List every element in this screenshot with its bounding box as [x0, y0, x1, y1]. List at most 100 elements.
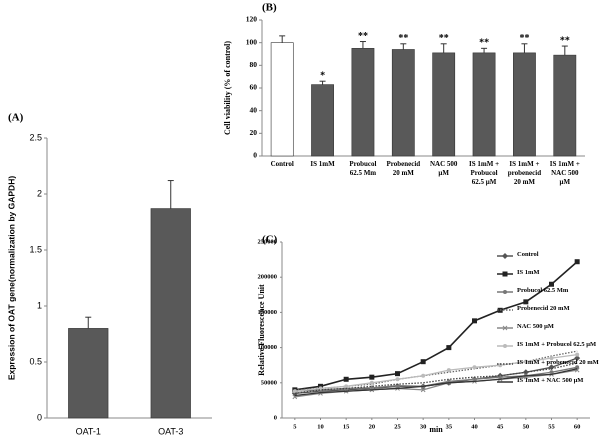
x-tick-label-box: IS 1mM + probenecid 20 mM	[507, 160, 542, 186]
legend-label: Control	[517, 251, 539, 258]
marker	[395, 377, 400, 382]
marker	[549, 281, 554, 287]
panel-label: (C)	[262, 234, 278, 246]
x-tick-label: 25	[394, 423, 401, 430]
marker	[420, 359, 426, 365]
legend-label-box: Probucol 62.5 Mm	[517, 287, 569, 294]
panel-label: (B)	[262, 2, 277, 14]
legend-label-box: IS 1mM + probenecid 20 mM	[517, 359, 599, 366]
x-tick-label-box: NAC 500 μM	[429, 160, 458, 177]
legend-marker	[502, 271, 508, 277]
bar	[270, 42, 294, 157]
marker	[369, 374, 375, 380]
significance-label: *	[320, 70, 325, 81]
series-line	[294, 368, 578, 397]
y-tick-label: 1	[37, 300, 42, 310]
legend-label: IS 1mM	[517, 269, 540, 276]
y-tick-label: 1.5	[29, 244, 42, 254]
x-tick-label: NAC 500 μM	[429, 160, 458, 177]
x-tick-label: OAT-1	[76, 426, 101, 435]
x-tick-label: 60	[574, 423, 581, 430]
bar	[432, 52, 456, 157]
x-tick-label: 50	[523, 423, 530, 430]
significance-label: **	[519, 33, 529, 44]
y-tick-label: 120	[246, 15, 258, 24]
legend-label: IS 1mM + probenecid 20 mM	[517, 359, 599, 366]
legend-label: Probenecid 20 mM	[517, 305, 570, 312]
legend-label-box: Control	[517, 251, 539, 258]
significance-label: **	[479, 38, 489, 49]
marker	[318, 383, 323, 389]
legend-marker	[502, 325, 508, 331]
legend-label: Probucol 62.5 Mm	[517, 287, 569, 294]
x-tick-label: 5	[293, 423, 297, 430]
marker	[420, 387, 426, 393]
legend-marker	[503, 290, 507, 294]
legend-label-box: Probenecid 20 mM	[517, 305, 570, 312]
y-axis-label: Cell viability (% of control)	[223, 41, 232, 135]
marker	[446, 368, 451, 373]
y-tick-label: 0.5	[29, 356, 42, 366]
x-tick-label: IS 1mM + probenecid 20 mM	[507, 160, 542, 186]
bar	[150, 208, 191, 419]
panel-label: (A)	[8, 112, 24, 124]
x-tick-label: IS 1mM + Probucol 62.5 μM	[469, 160, 500, 186]
significance-label: **	[398, 33, 408, 44]
bar	[68, 328, 109, 419]
significance-label: **	[358, 31, 368, 42]
x-tick-label: Probucol 62.5 Mm	[349, 160, 377, 177]
x-tick-label-box: IS 1mM + NAC 500 μM	[550, 160, 580, 186]
legend-label-box: IS 1mM + Probucol 62.5 μM	[517, 341, 596, 348]
x-tick-label: 20	[369, 423, 376, 430]
marker	[395, 371, 400, 377]
y-axis-label: Expression of OAT gene(normalization by …	[6, 176, 16, 381]
legend-marker	[503, 344, 507, 348]
series-line	[294, 261, 578, 391]
bar	[311, 84, 334, 157]
x-tick-label: 40	[471, 423, 478, 430]
y-axis-label: Relative Fluorescence Unit	[257, 284, 266, 376]
legend-label-box: IS 1mM + NAC 500 μM	[517, 377, 584, 384]
y-tick-label: 200000	[258, 274, 278, 281]
x-tick-label: 35	[446, 423, 453, 430]
legend-label: IS 1mM + NAC 500 μM	[517, 377, 584, 384]
x-tick-label: Control	[270, 160, 294, 168]
significance-label: **	[439, 33, 449, 44]
marker	[472, 318, 477, 324]
marker	[575, 352, 580, 357]
y-tick-label: 2	[37, 188, 42, 198]
y-tick-label: 2.5	[29, 132, 42, 142]
marker	[344, 384, 349, 389]
bar	[472, 52, 496, 157]
y-tick-label: 250000	[258, 238, 278, 245]
marker	[574, 259, 580, 265]
legend-label: NAC 500 μM	[517, 323, 554, 330]
marker	[343, 376, 349, 382]
marker	[472, 365, 477, 370]
bar	[513, 52, 536, 157]
x-tick-label: 15	[343, 423, 350, 430]
x-tick-label: 45	[497, 423, 504, 430]
y-tick-label: 0	[253, 151, 257, 160]
marker	[292, 389, 297, 394]
series-line	[294, 362, 578, 395]
x-tick-label-box: IS 1mM	[310, 160, 335, 168]
y-tick-label: 100000	[258, 344, 278, 351]
bar	[553, 54, 577, 157]
y-tick-label: 0	[274, 414, 277, 421]
x-tick-label-box: Probucol 62.5 Mm	[349, 160, 377, 177]
y-tick-label: 20	[250, 128, 258, 137]
bar	[391, 49, 415, 157]
legend-label-box: IS 1mM	[517, 269, 540, 276]
marker	[523, 359, 528, 364]
y-tick-label: 40	[250, 105, 258, 114]
marker	[574, 355, 581, 362]
x-tick-label: 10	[317, 423, 324, 430]
marker	[446, 345, 452, 351]
x-tick-label-box: Probenecid 20 mM	[386, 160, 420, 177]
bar	[351, 48, 375, 157]
x-tick-label-box: Control	[270, 160, 294, 168]
x-tick-label: IS 1mM	[310, 160, 335, 168]
marker	[523, 299, 529, 305]
